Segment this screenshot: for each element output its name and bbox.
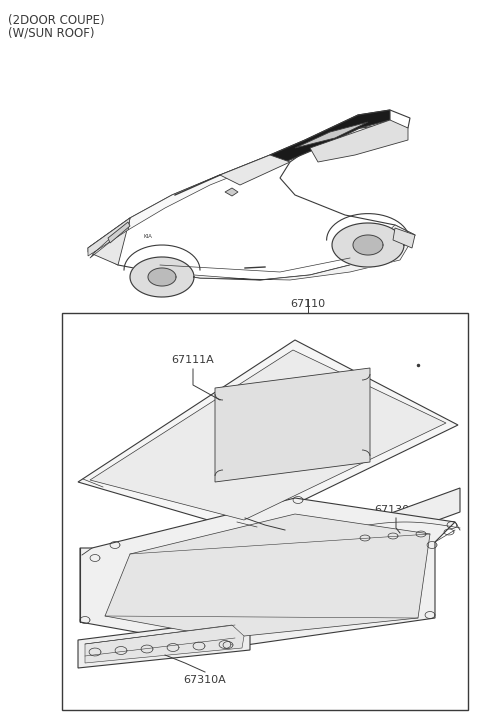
Polygon shape xyxy=(130,257,194,297)
Bar xyxy=(62,313,468,710)
Text: 67111A: 67111A xyxy=(172,355,215,365)
Text: 67310A: 67310A xyxy=(184,675,227,685)
Polygon shape xyxy=(128,155,270,230)
Polygon shape xyxy=(78,340,458,530)
Polygon shape xyxy=(332,223,404,267)
Polygon shape xyxy=(90,350,446,520)
Polygon shape xyxy=(88,218,130,265)
Text: (W/SUN ROOF): (W/SUN ROOF) xyxy=(8,26,95,39)
Polygon shape xyxy=(78,620,250,668)
Text: 67130A: 67130A xyxy=(374,505,418,515)
Polygon shape xyxy=(225,188,238,196)
Polygon shape xyxy=(80,498,455,648)
Polygon shape xyxy=(270,110,390,162)
Polygon shape xyxy=(295,122,368,148)
Text: 67115: 67115 xyxy=(228,505,263,515)
Polygon shape xyxy=(215,368,370,482)
Text: KIA: KIA xyxy=(144,234,153,239)
Polygon shape xyxy=(220,155,290,185)
Polygon shape xyxy=(85,625,244,663)
Polygon shape xyxy=(88,218,130,256)
Polygon shape xyxy=(353,235,383,255)
Polygon shape xyxy=(310,120,408,162)
Text: 67110: 67110 xyxy=(290,299,325,309)
Polygon shape xyxy=(350,488,460,552)
Polygon shape xyxy=(108,222,130,243)
Text: (2DOOR COUPE): (2DOOR COUPE) xyxy=(8,14,105,27)
Polygon shape xyxy=(88,110,415,280)
Polygon shape xyxy=(155,225,415,280)
Polygon shape xyxy=(105,514,430,638)
Polygon shape xyxy=(393,228,415,248)
Polygon shape xyxy=(148,268,176,286)
